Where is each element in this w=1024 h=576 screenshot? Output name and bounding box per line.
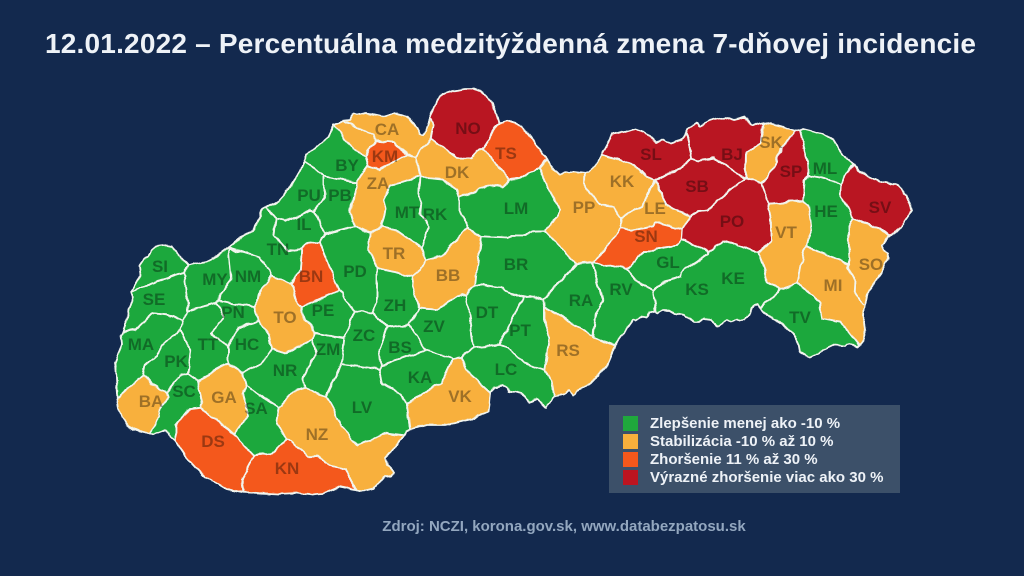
- svg-text:BS: BS: [388, 338, 412, 357]
- svg-text:BR: BR: [504, 255, 529, 274]
- svg-text:RS: RS: [556, 341, 580, 360]
- svg-text:DS: DS: [201, 432, 225, 451]
- svg-text:NZ: NZ: [306, 425, 329, 444]
- svg-text:IL: IL: [296, 215, 311, 234]
- svg-text:GL: GL: [656, 253, 680, 272]
- svg-text:KA: KA: [408, 368, 433, 387]
- svg-text:PO: PO: [720, 212, 745, 231]
- svg-text:NR: NR: [273, 361, 298, 380]
- svg-text:RV: RV: [609, 280, 633, 299]
- svg-text:SL: SL: [640, 145, 662, 164]
- svg-text:MT: MT: [395, 203, 420, 222]
- svg-text:PU: PU: [297, 186, 321, 205]
- svg-text:PT: PT: [509, 321, 531, 340]
- svg-text:GA: GA: [211, 388, 237, 407]
- svg-text:SV: SV: [869, 198, 892, 217]
- svg-text:KM: KM: [372, 147, 398, 166]
- svg-text:TT: TT: [198, 335, 219, 354]
- svg-text:ZV: ZV: [423, 317, 445, 336]
- svg-text:KN: KN: [275, 459, 300, 478]
- svg-text:SN: SN: [634, 227, 658, 246]
- svg-text:TR: TR: [383, 244, 406, 263]
- svg-text:KK: KK: [610, 172, 635, 191]
- svg-text:LV: LV: [352, 398, 373, 417]
- svg-text:NM: NM: [235, 267, 261, 286]
- svg-text:TO: TO: [273, 308, 296, 327]
- svg-text:DT: DT: [476, 303, 499, 322]
- svg-text:BJ: BJ: [721, 145, 743, 164]
- svg-text:BY: BY: [335, 156, 359, 175]
- svg-text:ML: ML: [813, 159, 838, 178]
- svg-text:SE: SE: [143, 290, 166, 309]
- svg-text:RK: RK: [423, 205, 448, 224]
- svg-text:SK: SK: [759, 133, 783, 152]
- svg-text:MY: MY: [202, 270, 228, 289]
- svg-text:BA: BA: [139, 392, 164, 411]
- svg-text:ZA: ZA: [367, 174, 390, 193]
- svg-text:KS: KS: [685, 280, 709, 299]
- svg-text:RA: RA: [569, 291, 594, 310]
- svg-text:PP: PP: [573, 198, 596, 217]
- svg-text:HC: HC: [235, 335, 260, 354]
- svg-text:TN: TN: [267, 240, 290, 259]
- svg-text:PK: PK: [164, 352, 188, 371]
- svg-text:MA: MA: [128, 335, 154, 354]
- svg-text:DK: DK: [445, 163, 470, 182]
- svg-text:SP: SP: [780, 162, 803, 181]
- svg-text:SC: SC: [172, 382, 196, 401]
- svg-text:PE: PE: [312, 301, 335, 320]
- svg-text:SO: SO: [859, 255, 884, 274]
- svg-text:LE: LE: [644, 199, 666, 218]
- svg-text:VT: VT: [775, 223, 797, 242]
- svg-text:ZH: ZH: [384, 296, 407, 315]
- svg-text:SI: SI: [152, 257, 168, 276]
- svg-text:PN: PN: [221, 303, 245, 322]
- svg-text:SB: SB: [685, 177, 709, 196]
- svg-text:TV: TV: [789, 308, 811, 327]
- svg-text:ZC: ZC: [353, 326, 376, 345]
- svg-text:BN: BN: [299, 267, 324, 286]
- svg-text:BB: BB: [436, 266, 461, 285]
- svg-text:VK: VK: [448, 387, 472, 406]
- svg-text:ZM: ZM: [316, 340, 341, 359]
- svg-text:NO: NO: [455, 119, 481, 138]
- svg-text:LC: LC: [495, 360, 518, 379]
- svg-text:CA: CA: [375, 120, 400, 139]
- svg-text:HE: HE: [814, 202, 838, 221]
- svg-text:PD: PD: [343, 262, 367, 281]
- svg-text:SA: SA: [244, 399, 268, 418]
- svg-text:PB: PB: [328, 186, 352, 205]
- svg-text:KE: KE: [721, 269, 745, 288]
- svg-text:TS: TS: [495, 144, 517, 163]
- svg-text:LM: LM: [504, 199, 529, 218]
- svg-text:MI: MI: [824, 276, 843, 295]
